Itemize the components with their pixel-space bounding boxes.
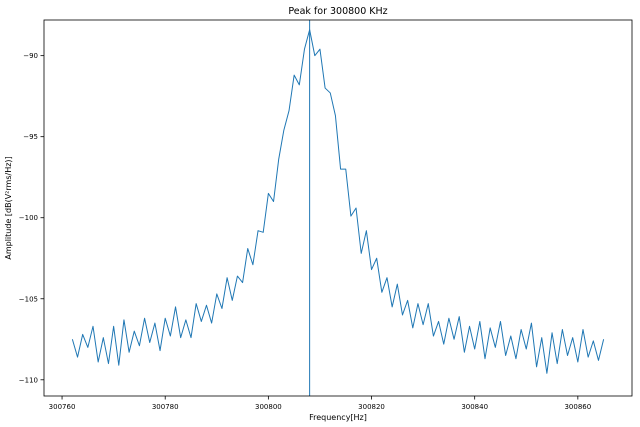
x-tick-label: 300840 xyxy=(461,403,488,411)
axes-frame xyxy=(43,19,633,397)
y-tick-label: −90 xyxy=(23,52,38,60)
y-tick-label: −95 xyxy=(23,133,38,141)
y-tick-label: −105 xyxy=(19,295,38,303)
tick-group: 300760 300780 300800 300820 300840 300860 −90 −… xyxy=(19,52,591,411)
y-tick-label: −110 xyxy=(19,376,38,384)
chart-title: Peak for 300800 KHz xyxy=(288,6,387,17)
x-tick-label: 300780 xyxy=(152,403,179,411)
spectrum-line xyxy=(71,29,605,374)
x-tick-label: 300820 xyxy=(358,403,385,411)
y-axis-label: Amplitude [dB(V²rms/Hz)] xyxy=(4,156,13,259)
x-axis-label: Frequency[Hz] xyxy=(309,413,367,422)
x-tick-label: 300860 xyxy=(564,403,591,411)
x-tick-label: 300800 xyxy=(255,403,282,411)
y-tick-label: −100 xyxy=(19,214,38,222)
x-tick-label: 300760 xyxy=(49,403,76,411)
